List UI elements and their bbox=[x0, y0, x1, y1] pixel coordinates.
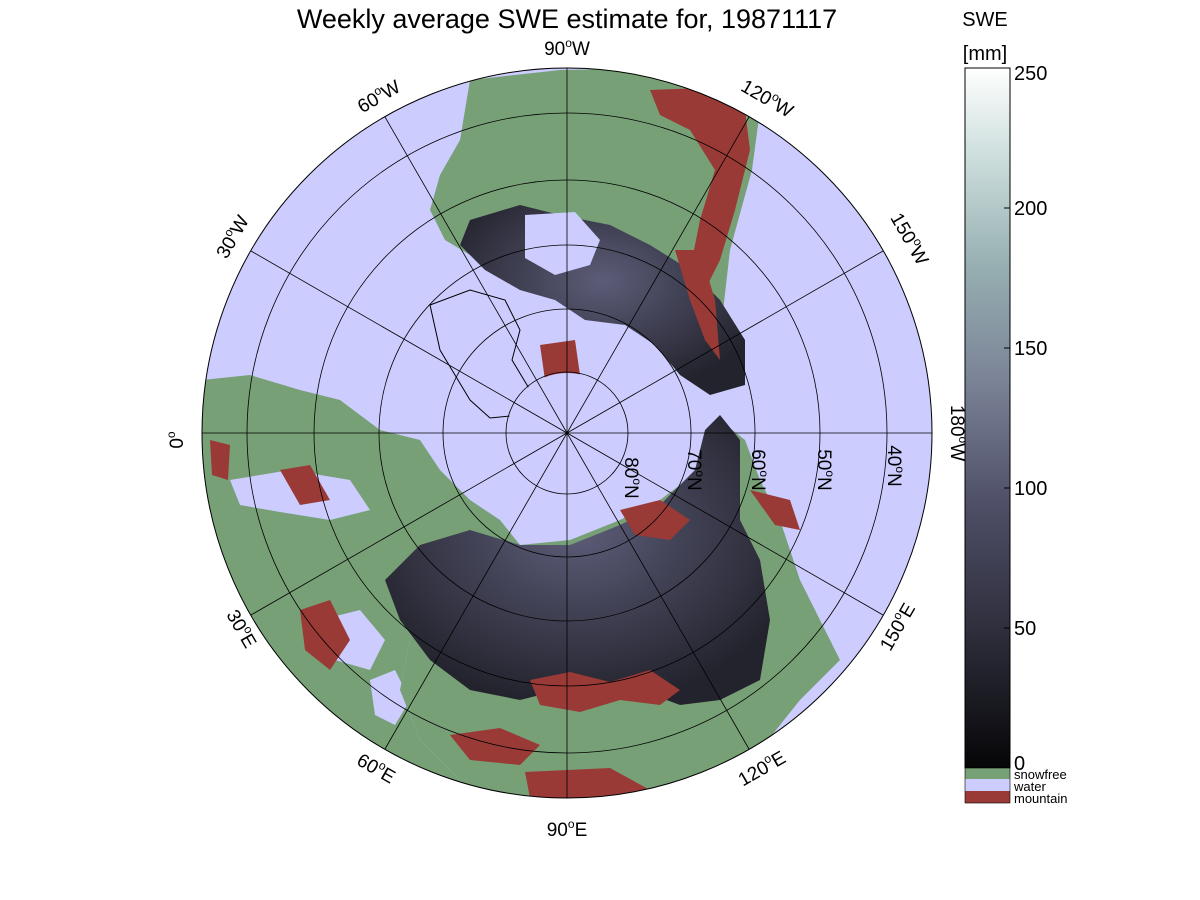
colorbar-gradient bbox=[964, 67, 1011, 769]
map-title: Weekly average SWE estimate for, 1987111… bbox=[297, 4, 837, 34]
map-border bbox=[201, 67, 933, 799]
colorbar-tick-50: 50 bbox=[1014, 618, 1036, 640]
colorbar-tick-250: 250 bbox=[1014, 63, 1047, 85]
legend-swatch-mountain bbox=[965, 791, 1010, 803]
legend-swatch-water bbox=[965, 779, 1010, 791]
colorbar-tick-0: 0 bbox=[1014, 753, 1025, 775]
lon-label-0: 0o bbox=[164, 431, 188, 449]
legend-frame bbox=[964, 767, 1011, 804]
legend-label-mountain: mountain bbox=[1014, 791, 1067, 806]
snow-siberia bbox=[385, 415, 770, 705]
category-legend: snowfree water mountain bbox=[964, 767, 1067, 806]
lon-label-90e: 90oE bbox=[547, 817, 588, 841]
caspian-sea bbox=[370, 670, 410, 725]
colorbar: SWE [mm] 250 200 150 100 50 0 bbox=[962, 9, 1047, 775]
legend-swatch-snowfree bbox=[965, 768, 1010, 779]
lon-label-150w: 150oW bbox=[886, 208, 935, 269]
lon-label-90w: 90oW bbox=[544, 36, 590, 60]
lon-label-180w: 180oW bbox=[946, 405, 970, 461]
lat-label-70n: 70oN bbox=[683, 449, 707, 491]
lat-label-60n: 60oN bbox=[747, 449, 771, 491]
lon-label-30w: 30oW bbox=[210, 211, 254, 263]
map-disk bbox=[202, 68, 932, 798]
mountain-regions bbox=[210, 88, 800, 798]
colorbar-tick-150: 150 bbox=[1014, 338, 1047, 360]
colorbar-label-line1: SWE bbox=[962, 9, 1008, 31]
legend-label-snowfree: snowfree bbox=[1014, 767, 1067, 782]
hudson-bay bbox=[525, 212, 600, 275]
latitude-labels: 80oN 70oN 60oN 50oN 40oN bbox=[620, 445, 907, 499]
colorbar-tick-200: 200 bbox=[1014, 198, 1047, 220]
legend-label-water: water bbox=[1013, 779, 1046, 794]
lat-label-80n: 80oN bbox=[620, 457, 644, 499]
lat-label-40n: 40oN bbox=[883, 445, 907, 487]
colorbar-label-line2: [mm] bbox=[963, 43, 1007, 65]
colorbar-tick-100: 100 bbox=[1014, 478, 1047, 500]
meridian-lines bbox=[202, 68, 932, 798]
lat-label-50n: 50oN bbox=[813, 449, 837, 491]
